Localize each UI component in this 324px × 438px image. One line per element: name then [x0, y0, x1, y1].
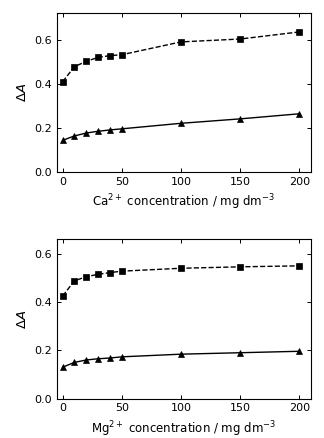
Y-axis label: $\Delta A$: $\Delta A$ — [16, 83, 29, 102]
X-axis label: Mg$^{2+}$ concentration / mg dm$^{-3}$: Mg$^{2+}$ concentration / mg dm$^{-3}$ — [91, 419, 276, 438]
X-axis label: Ca$^{2+}$ concentration / mg dm$^{-3}$: Ca$^{2+}$ concentration / mg dm$^{-3}$ — [92, 193, 275, 212]
Y-axis label: $\Delta A$: $\Delta A$ — [16, 309, 29, 328]
